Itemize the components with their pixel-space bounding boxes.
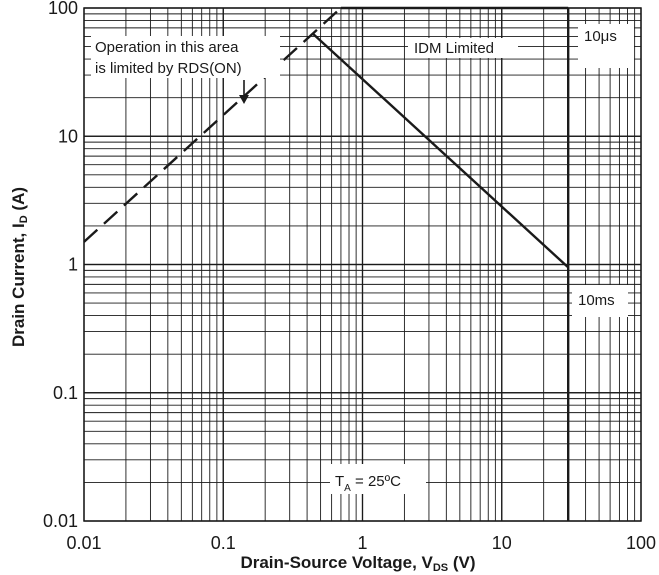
y-tick-label: 0.1: [53, 383, 78, 403]
y-tick-label: 0.01: [43, 511, 78, 531]
y-axis-title: Drain Current, ID (A): [9, 187, 30, 347]
series-line-0: [83, 7, 342, 243]
t10ms-label: 10ms: [578, 292, 615, 309]
x-axis-title: Drain-Source Voltage, VDS (V): [240, 553, 475, 574]
x-tick-label: 0.1: [211, 533, 236, 553]
x-tick-label: 0.01: [66, 533, 101, 553]
x-tick-label: 100: [626, 533, 656, 553]
ta-label: TA = 25ºC: [335, 473, 401, 494]
series-line-3: [312, 32, 570, 269]
x-tick-label: 10: [492, 533, 512, 553]
plot-frame: [83, 7, 642, 522]
y-tick-label: 10: [58, 126, 78, 146]
y-tick-label: 1: [68, 255, 78, 275]
ta-label-box: [330, 464, 426, 494]
tick-labels: 0.01 0.1 1 10 100 0.01 0.1 1 10 100: [43, 0, 656, 553]
t10ms-label-box: [572, 285, 628, 317]
rds-annotation-line2: is limited by RDS(ON): [95, 60, 242, 77]
idm-label-box: [408, 38, 518, 58]
idm-label: IDM Limited: [414, 40, 494, 57]
rds-annotation-line1: Operation in this area: [95, 39, 239, 56]
x-tick-label: 1: [357, 533, 367, 553]
rds-annotation-box: [91, 36, 280, 78]
t10us-label: 10μs: [584, 28, 617, 45]
t10us-label-box: [578, 24, 634, 68]
y-tick-label: 100: [48, 0, 78, 18]
grid-lines: [83, 7, 642, 522]
rds-arrow-head: [239, 95, 249, 104]
